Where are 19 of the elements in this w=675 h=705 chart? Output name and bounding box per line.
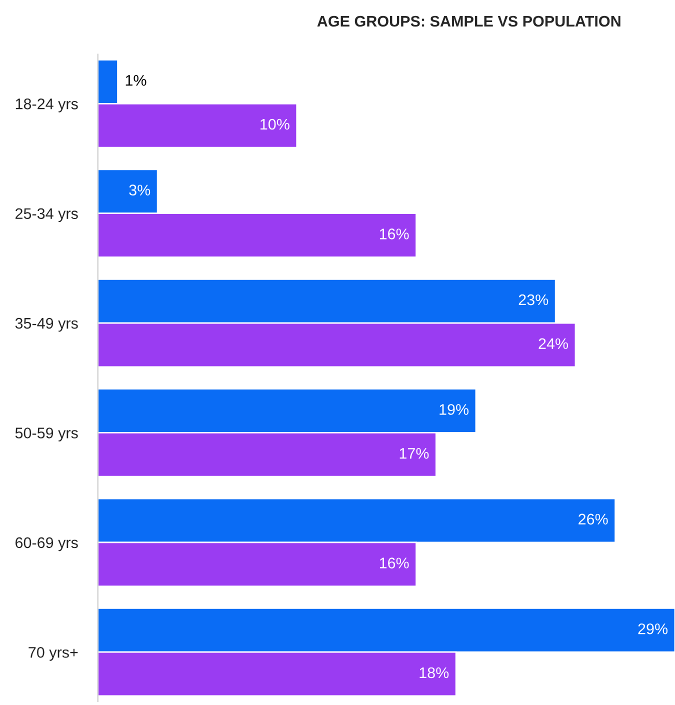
data-label: 16% xyxy=(380,558,409,568)
data-label: 1% xyxy=(126,75,146,86)
y-tick-label: 18-24 yrs xyxy=(16,98,78,112)
chart-title: AGE GROUPS: SAMPLE VS POPULATION xyxy=(317,16,620,27)
y-tick-label: 70 yrs+ xyxy=(28,646,78,661)
data-label: 29% xyxy=(638,623,668,634)
y-tick-label: 50-59 yrs xyxy=(15,428,78,442)
data-label: 19% xyxy=(440,404,469,415)
data-label: 17% xyxy=(400,448,429,459)
data-label: 24% xyxy=(538,338,568,350)
data-label: 16% xyxy=(380,228,409,240)
y-tick-label: 35-49 yrs xyxy=(15,318,78,332)
y-tick-label: 60-69 yrs xyxy=(16,537,78,552)
data-label: 23% xyxy=(518,294,548,306)
data-label: 18% xyxy=(420,667,449,678)
y-tick-label: 25-34 yrs xyxy=(16,208,78,222)
data-label: 10% xyxy=(260,118,290,130)
data-label: 26% xyxy=(578,514,608,525)
data-label: 3% xyxy=(129,184,150,196)
